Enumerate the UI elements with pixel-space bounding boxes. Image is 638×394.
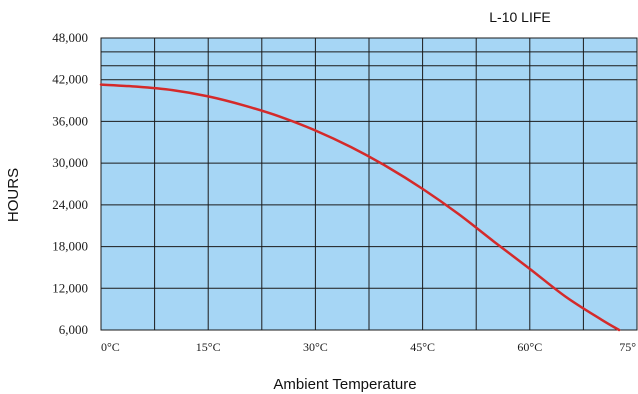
x-tick-label: 0°C [101,340,120,354]
x-tick-label: 45°C [410,340,435,354]
y-tick-label: 30,000 [52,155,88,170]
y-tick-label: 18,000 [52,239,88,254]
y-tick-label: 24,000 [52,197,88,212]
y-axis-label: HOURS [5,168,22,222]
chart-title: L-10 LIFE [489,9,550,25]
x-tick-label: 15°C [196,340,221,354]
x-tick-label: 60°C [517,340,542,354]
series-layer [99,83,621,332]
series-line [99,83,621,332]
grid [100,37,638,331]
y-tick-label: 42,000 [52,72,88,87]
y-tick-label: 36,000 [52,113,88,128]
x-tick-label: 75° [619,340,636,354]
y-tick-label: 6,000 [59,322,88,337]
plot-border [100,37,638,331]
x-tick-label: 30°C [303,340,328,354]
y-axis-ticks: 6,000 12,000 18,000 24,000 30,000 36,000 42,00… [52,30,88,337]
x-axis-label: Ambient Temperature [273,376,416,393]
y-tick-label: 12,000 [52,280,88,295]
x-axis-ticks: 0°C 15°C 30°C 45°C 60°C 75° [101,340,636,354]
y-tick-label: 48,000 [52,30,88,45]
